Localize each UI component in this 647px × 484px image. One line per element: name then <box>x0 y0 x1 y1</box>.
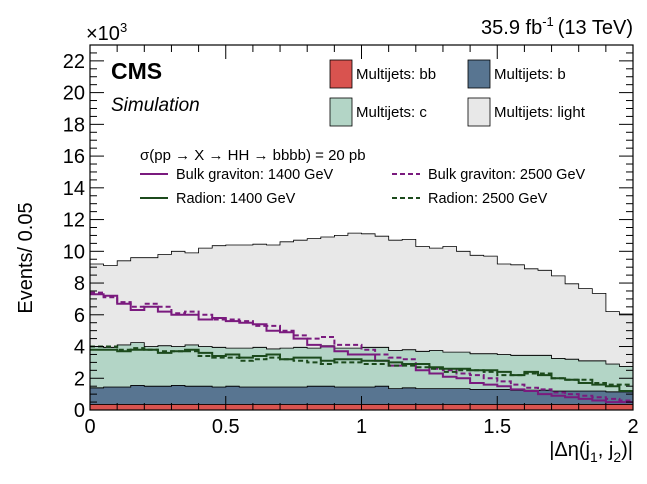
legend-swatch <box>467 97 491 127</box>
legend-label: Radion: 1400 GeV <box>176 191 296 207</box>
y-axis-title: Events/ 0.05 <box>15 202 37 313</box>
legend-label: Multijets: light <box>494 104 586 121</box>
legend-label: Multijets: bb <box>356 66 436 83</box>
lumi-label: 35.9 fb-1 (13 TeV) <box>481 14 633 39</box>
legend-swatch <box>329 97 353 127</box>
legend-label: Bulk graviton: 2500 GeV <box>428 167 586 183</box>
legend-label: Multijets: b <box>494 66 566 83</box>
y-tick-label: 12 <box>63 210 85 232</box>
legend-label: Bulk graviton: 1400 GeV <box>176 167 334 183</box>
y-tick-label: 2 <box>74 368 85 390</box>
axes <box>89 44 634 411</box>
legend-background: Multijets: bb Multijets: b Multijets: c Mul… <box>329 59 586 127</box>
y-tick-label: 22 <box>63 51 85 73</box>
x-tick-label: 1.5 <box>483 416 511 438</box>
signal-radion--2500-gev <box>90 345 633 386</box>
x-tick-label: 0.5 <box>212 416 240 438</box>
x-tick-labels: 0 0.5 1 1.5 2 <box>84 416 638 438</box>
y-tick-labels: 0 2 4 6 8 10 12 14 16 18 20 22 <box>63 51 85 422</box>
y-tick-label: 14 <box>63 178 85 200</box>
simulation-label: Simulation <box>111 95 200 116</box>
y-tick-label: 8 <box>74 273 85 295</box>
x-tick-label: 0 <box>84 416 95 438</box>
experiment-label: CMS <box>111 58 162 84</box>
y-tick-label: 16 <box>63 146 85 168</box>
legend-label: Multijets: c <box>356 104 427 121</box>
signal-curves <box>90 291 633 404</box>
y-tick-label: 10 <box>63 241 85 263</box>
y-tick-label: 0 <box>74 400 85 422</box>
y-tick-label: 6 <box>74 305 85 327</box>
y-tick-label: 18 <box>63 114 85 136</box>
stacked-background <box>89 232 634 411</box>
x-tick-label: 2 <box>627 416 638 438</box>
stack-multijets--light <box>89 232 634 367</box>
legend-swatch <box>467 59 491 89</box>
y-tick-label: 20 <box>63 83 85 105</box>
legend-signal: Bulk graviton: 1400 GeV Bulk graviton: 25… <box>140 167 586 207</box>
x-axis-title: |Δη(j1, j2)| <box>549 439 633 465</box>
signal-cross-section: σ(pp → X → HH → bbbb) = 20 pb <box>140 147 366 164</box>
legend-label: Radion: 2500 GeV <box>428 191 548 207</box>
signal-radion--1400-gev <box>90 348 633 392</box>
y-multiplier: ×103 <box>86 20 127 45</box>
y-tick-label: 4 <box>74 337 85 359</box>
signal-bulk-graviton--2500-gev <box>90 291 633 402</box>
signal-bulk-graviton--1400-gev <box>90 293 633 404</box>
legend-swatch <box>329 59 353 89</box>
x-tick-label: 1 <box>356 416 367 438</box>
